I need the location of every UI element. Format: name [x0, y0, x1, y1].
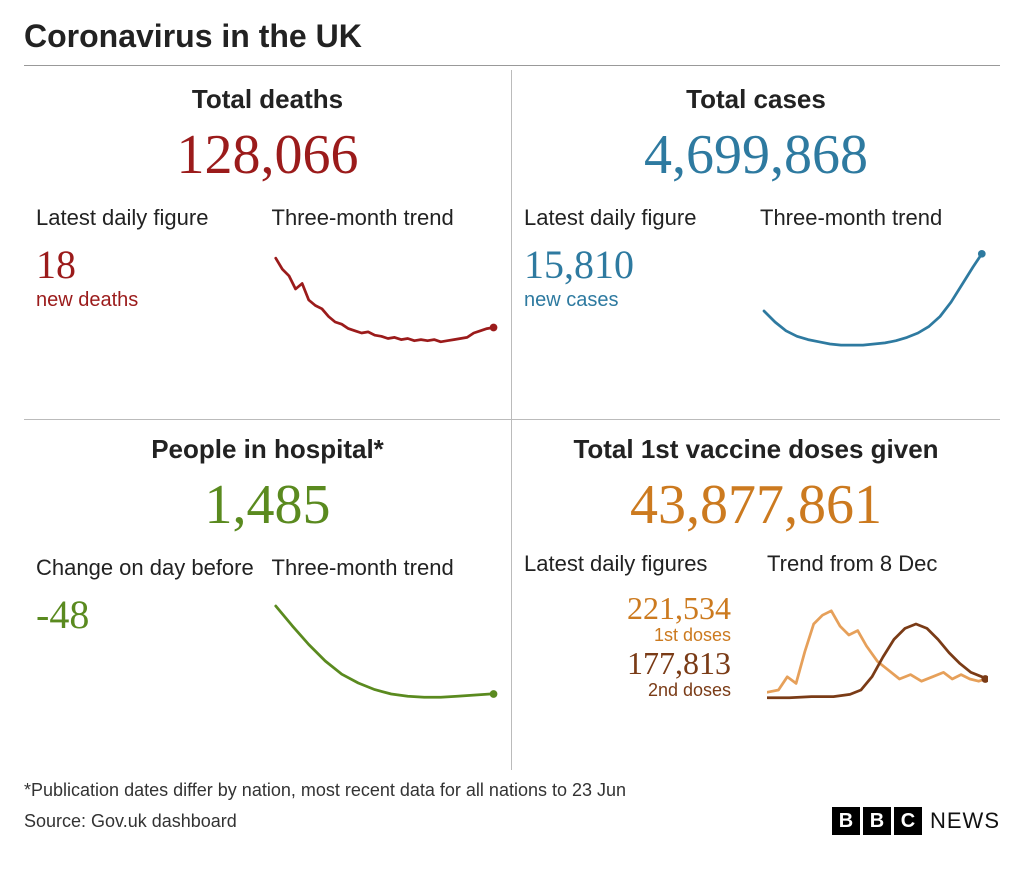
- footnote: *Publication dates differ by nation, mos…: [24, 780, 1000, 801]
- cases-daily-label: Latest daily figure: [524, 205, 752, 231]
- panel-deaths: Total deaths 128,066 Latest daily figure…: [24, 70, 512, 420]
- page-title: Coronavirus in the UK: [24, 18, 1000, 65]
- bbc-logo-b2: B: [863, 807, 891, 835]
- deaths-sparkline: [272, 245, 500, 355]
- bbc-logo-b1: B: [832, 807, 860, 835]
- hospital-change-label: Change on day before: [36, 555, 264, 581]
- stats-grid: Total deaths 128,066 Latest daily figure…: [24, 70, 1000, 770]
- panel-deaths-total: 128,066: [36, 123, 499, 187]
- panel-deaths-title: Total deaths: [36, 84, 499, 115]
- hospital-trend-label: Three-month trend: [272, 555, 500, 581]
- panel-cases-total: 4,699,868: [524, 123, 988, 187]
- bbc-news-text: NEWS: [930, 808, 1000, 834]
- deaths-daily-value: 18: [36, 245, 264, 285]
- vax-first-value: 221,534: [524, 591, 731, 626]
- vax-first-caption: 1st doses: [524, 626, 731, 644]
- cases-daily-value: 15,810: [524, 245, 752, 285]
- deaths-daily-caption: new deaths: [36, 289, 264, 312]
- deaths-daily-label: Latest daily figure: [36, 205, 264, 231]
- panel-hospital: People in hospital* 1,485 Change on day …: [24, 420, 512, 770]
- vax-trend-label: Trend from 8 Dec: [767, 551, 988, 577]
- vax-second-caption: 2nd doses: [524, 681, 731, 699]
- cases-daily-caption: new cases: [524, 289, 752, 312]
- cases-sparkline: [760, 245, 988, 355]
- vax-daily-label: Latest daily figures: [524, 551, 767, 577]
- hospital-change-value: -48: [36, 595, 264, 635]
- panel-vaccines-total: 43,877,861: [524, 473, 988, 537]
- panel-hospital-title: People in hospital*: [36, 434, 499, 465]
- panel-hospital-total: 1,485: [36, 473, 499, 537]
- hospital-sparkline: [272, 595, 500, 705]
- divider: [24, 65, 1000, 66]
- vax-second-value: 177,813: [524, 646, 731, 681]
- cases-trend-label: Three-month trend: [760, 205, 988, 231]
- panel-vaccines: Total 1st vaccine doses given 43,877,861…: [512, 420, 1000, 770]
- source-text: Source: Gov.uk dashboard: [24, 811, 237, 832]
- bbc-logo: B B C NEWS: [832, 807, 1000, 835]
- vaccines-sparkline: [767, 591, 988, 701]
- panel-cases: Total cases 4,699,868 Latest daily figur…: [512, 70, 1000, 420]
- panel-cases-title: Total cases: [524, 84, 988, 115]
- bbc-logo-c: C: [894, 807, 922, 835]
- panel-vaccines-title: Total 1st vaccine doses given: [524, 434, 988, 465]
- deaths-trend-label: Three-month trend: [272, 205, 500, 231]
